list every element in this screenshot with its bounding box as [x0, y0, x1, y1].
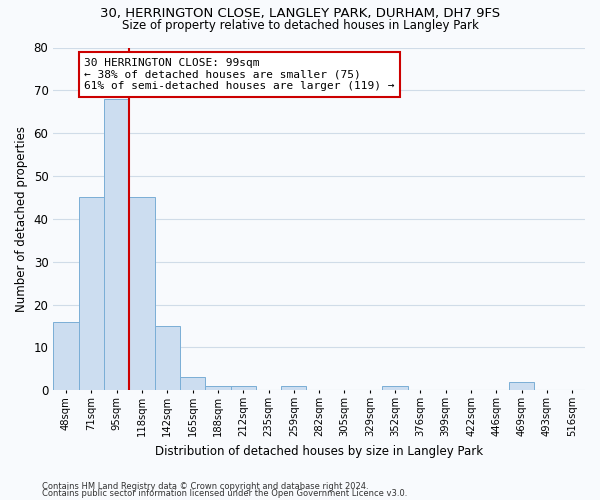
Text: 30 HERRINGTON CLOSE: 99sqm
← 38% of detached houses are smaller (75)
61% of semi: 30 HERRINGTON CLOSE: 99sqm ← 38% of deta… [84, 58, 395, 91]
Text: Contains HM Land Registry data © Crown copyright and database right 2024.: Contains HM Land Registry data © Crown c… [42, 482, 368, 491]
Y-axis label: Number of detached properties: Number of detached properties [15, 126, 28, 312]
Bar [205, 386, 230, 390]
Bar [281, 386, 307, 390]
Bar [230, 386, 256, 390]
Bar [79, 198, 104, 390]
Bar [129, 198, 155, 390]
X-axis label: Distribution of detached houses by size in Langley Park: Distribution of detached houses by size … [155, 444, 483, 458]
Text: 30, HERRINGTON CLOSE, LANGLEY PARK, DURHAM, DH7 9FS: 30, HERRINGTON CLOSE, LANGLEY PARK, DURH… [100, 8, 500, 20]
Text: Size of property relative to detached houses in Langley Park: Size of property relative to detached ho… [122, 18, 478, 32]
Bar [104, 99, 129, 390]
Bar [509, 382, 535, 390]
Bar [382, 386, 408, 390]
Bar [180, 378, 205, 390]
Text: Contains public sector information licensed under the Open Government Licence v3: Contains public sector information licen… [42, 490, 407, 498]
Bar [53, 322, 79, 390]
Bar [155, 326, 180, 390]
